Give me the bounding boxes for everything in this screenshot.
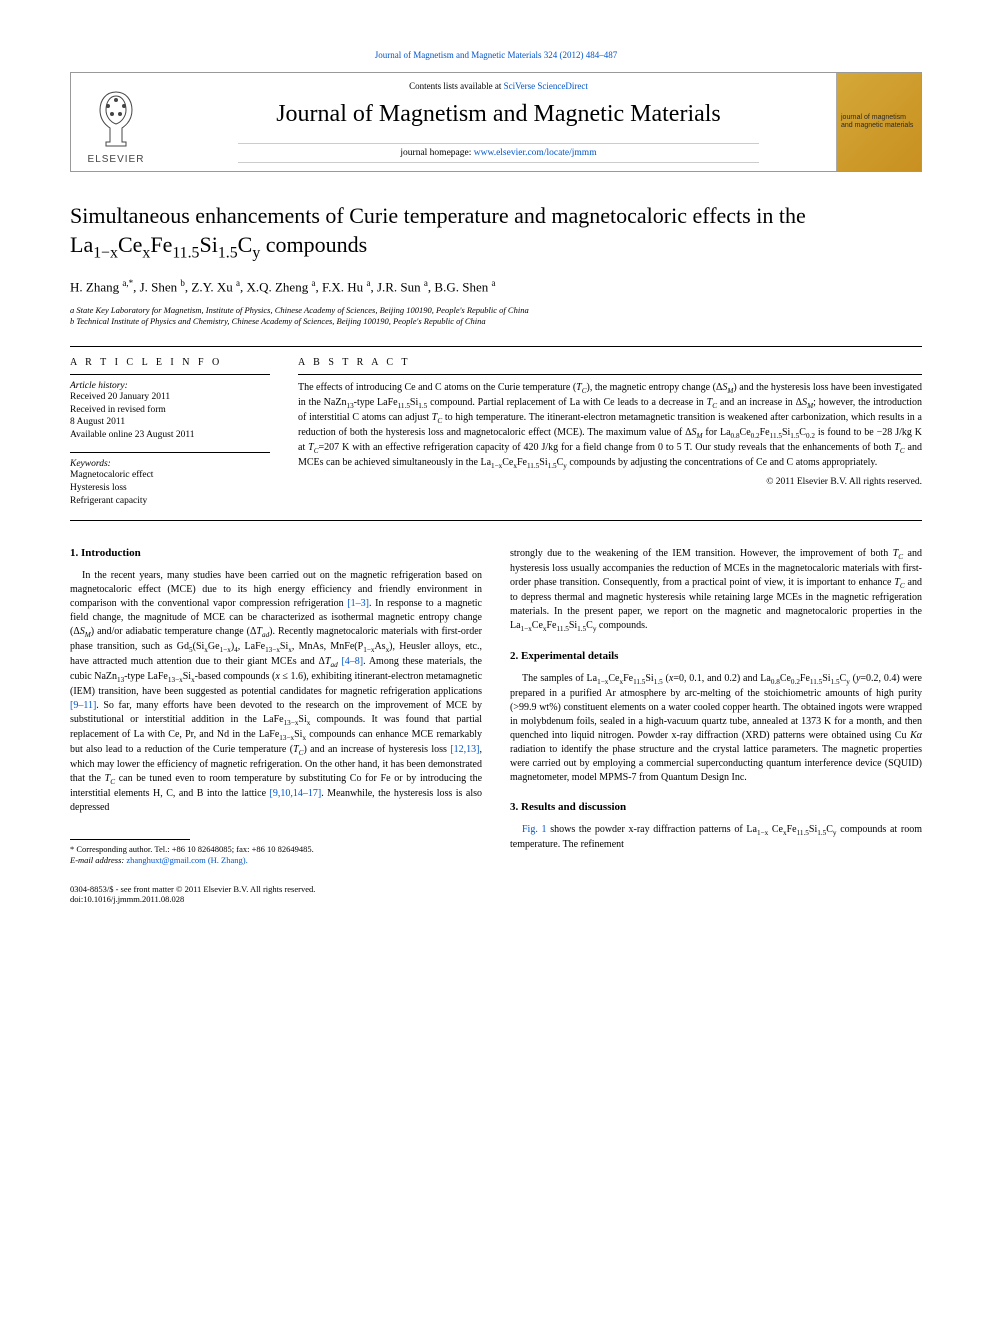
running-header: Journal of Magnetism and Magnetic Materi… bbox=[70, 50, 922, 60]
footer-left: 0304-8853/$ - see front matter © 2011 El… bbox=[70, 884, 315, 904]
running-header-link[interactable]: Journal of Magnetism and Magnetic Materi… bbox=[375, 50, 617, 60]
page-footer: 0304-8853/$ - see front matter © 2011 El… bbox=[70, 884, 922, 904]
sciencedirect-link[interactable]: SciVerse ScienceDirect bbox=[504, 81, 588, 91]
elsevier-logo: ELSEVIER bbox=[71, 73, 161, 171]
article-info-row: A R T I C L E I N F O Article history: R… bbox=[70, 346, 922, 521]
keyword: Magnetocaloric effect bbox=[70, 469, 270, 482]
section-2-para: The samples of La1−xCexFe11.5Si1.5 (x=0,… bbox=[510, 672, 922, 785]
body-columns: 1. Introduction In the recent years, man… bbox=[70, 547, 922, 867]
corresponding-author-note: * Corresponding author. Tel.: +86 10 826… bbox=[70, 844, 482, 866]
contents-prefix: Contents lists available at bbox=[409, 81, 503, 91]
elsevier-label: ELSEVIER bbox=[88, 154, 145, 165]
contents-line: Contents lists available at SciVerse Sci… bbox=[173, 81, 824, 91]
section-2-heading: 2. Experimental details bbox=[510, 650, 922, 662]
history-label: Article history: bbox=[70, 381, 270, 391]
section-1-heading: 1. Introduction bbox=[70, 547, 482, 559]
section-3-heading: 3. Results and discussion bbox=[510, 801, 922, 813]
history-line: Received 20 January 2011 bbox=[70, 391, 270, 404]
keyword: Hysteresis loss bbox=[70, 482, 270, 495]
article-title: Simultaneous enhancements of Curie tempe… bbox=[70, 202, 922, 264]
left-column: 1. Introduction In the recent years, man… bbox=[70, 547, 482, 867]
homepage-link[interactable]: www.elsevier.com/locate/jmmm bbox=[474, 148, 597, 158]
email-label: E-mail address: bbox=[70, 855, 124, 865]
header-center: Contents lists available at SciVerse Sci… bbox=[161, 73, 836, 171]
corresponding-email: E-mail address: zhanghuxt@gmail.com (H. … bbox=[70, 855, 482, 866]
abstract-heading: A B S T R A C T bbox=[298, 357, 922, 368]
section-3-para: Fig. 1 shows the powder x-ray diffractio… bbox=[510, 823, 922, 852]
doi-line: doi:10.1016/j.jmmm.2011.08.028 bbox=[70, 894, 315, 904]
history-line: 8 August 2011 bbox=[70, 416, 270, 429]
article-info-heading: A R T I C L E I N F O bbox=[70, 357, 270, 368]
affiliations: a State Key Laboratory for Magnetism, In… bbox=[70, 305, 922, 328]
journal-name: Journal of Magnetism and Magnetic Materi… bbox=[173, 101, 824, 128]
history-body: Received 20 January 2011 Received in rev… bbox=[70, 391, 270, 442]
journal-cover-thumb: journal of magnetism and magnetic materi… bbox=[836, 73, 921, 171]
history-line: Received in revised form bbox=[70, 404, 270, 417]
footnote-separator bbox=[70, 839, 190, 840]
abstract-text: The effects of introducing Ce and C atom… bbox=[298, 381, 922, 471]
homepage-prefix: journal homepage: bbox=[400, 148, 473, 158]
right-column: strongly due to the weakening of the IEM… bbox=[510, 547, 922, 867]
corresponding-tel: * Corresponding author. Tel.: +86 10 826… bbox=[70, 844, 482, 855]
article-info: A R T I C L E I N F O Article history: R… bbox=[70, 357, 270, 508]
journal-homepage: journal homepage: www.elsevier.com/locat… bbox=[238, 143, 759, 163]
email-link[interactable]: zhanghuxt@gmail.com (H. Zhang). bbox=[126, 855, 247, 865]
keywords-label: Keywords: bbox=[70, 459, 270, 469]
history-line: Available online 23 August 2011 bbox=[70, 429, 270, 442]
elsevier-tree-icon bbox=[86, 84, 146, 154]
cover-label: journal of magnetism and magnetic materi… bbox=[837, 110, 921, 133]
authors-line: H. Zhang a,*, J. Shen b, Z.Y. Xu a, X.Q.… bbox=[70, 278, 922, 295]
section-1-cont-para: strongly due to the weakening of the IEM… bbox=[510, 547, 922, 634]
abstract: A B S T R A C T The effects of introduci… bbox=[298, 357, 922, 508]
issn-line: 0304-8853/$ - see front matter © 2011 El… bbox=[70, 884, 315, 894]
affiliation-b: b Technical Institute of Physics and Che… bbox=[70, 316, 922, 327]
affiliation-a: a State Key Laboratory for Magnetism, In… bbox=[70, 305, 922, 316]
section-1-para: In the recent years, many studies have b… bbox=[70, 569, 482, 816]
keyword: Refrigerant capacity bbox=[70, 495, 270, 508]
journal-header: ELSEVIER Contents lists available at Sci… bbox=[70, 72, 922, 172]
keywords-body: Magnetocaloric effect Hysteresis loss Re… bbox=[70, 469, 270, 507]
abstract-copyright: © 2011 Elsevier B.V. All rights reserved… bbox=[298, 477, 922, 487]
